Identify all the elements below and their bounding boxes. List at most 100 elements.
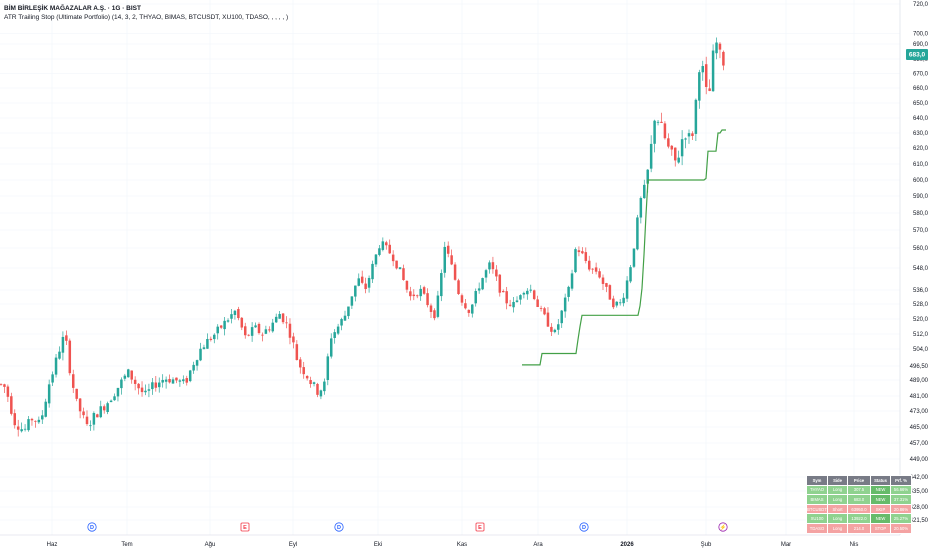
table-header-cell: Prf. % [890, 475, 912, 486]
candle-body [3, 384, 6, 387]
candle-body [209, 338, 213, 340]
candle-body [426, 293, 429, 306]
table-row: TDASO Long 214.0 STOP 20.50% [806, 522, 912, 534]
candle-body [240, 317, 244, 328]
candle-body [371, 263, 374, 280]
y-tick-label: 700,0 [913, 32, 929, 38]
svg-text:⚡: ⚡ [720, 524, 727, 531]
candle-body [553, 329, 557, 333]
event-marker-purple[interactable]: ⚡ [718, 522, 728, 532]
y-tick-label: 650,0 [913, 101, 929, 107]
y-tick-label: 690,0 [913, 42, 929, 48]
candle-body [195, 360, 199, 366]
candle-body [615, 301, 619, 306]
table-cell: Short [827, 503, 848, 515]
y-tick-label: 600,0 [913, 178, 929, 184]
table-cell: SKIP [870, 503, 891, 515]
candle-body [605, 283, 608, 287]
candle-body [51, 374, 54, 383]
symbol-title[interactable]: BİM BİRLEŞİK MAĞAZALAR A.Ş. · 1G · BIST [4, 5, 141, 12]
last-price-label: 683,0 [906, 49, 928, 60]
candle-body [127, 369, 130, 378]
candle-body [305, 375, 309, 379]
y-tick-label: 548,0 [913, 266, 929, 272]
candle-body [594, 267, 598, 272]
y-tick-label: 504,0 [913, 347, 929, 353]
y-tick-label: 435,00 [910, 489, 929, 495]
candle-body [546, 312, 550, 327]
candle-body [550, 326, 553, 332]
table-cell: XU100 [806, 513, 828, 524]
candle-body [123, 375, 127, 379]
candle-body [691, 133, 694, 136]
event-marker-blue[interactable]: D [579, 522, 589, 532]
indicator-legend[interactable]: ATR Trailing Stop (Ultimate Portfolio) (… [4, 14, 289, 21]
candle-body [591, 268, 594, 270]
candle-body [381, 241, 385, 250]
candle-body [471, 304, 474, 314]
candle-body [474, 291, 477, 304]
candle-body [216, 326, 219, 334]
table-cell: 37.31% [890, 494, 912, 505]
candle-body [157, 382, 161, 388]
candle-body [281, 313, 285, 323]
x-tick-label: Kas [457, 542, 467, 548]
candle-body [653, 120, 656, 144]
candle-body [192, 364, 195, 371]
time-axis[interactable]: Haz Tem Ağu Eyl Eki Kas Ara 2026 Şub Mar Nis [47, 542, 859, 548]
candle-body [213, 334, 216, 340]
price-axis[interactable]: 720,0 700,0 690,0 680,0 670,0 660,0 650,0 640,0… [910, 2, 929, 524]
candle-body [223, 320, 226, 330]
candle-body [175, 377, 178, 381]
event-marker-red[interactable]: E [475, 522, 485, 532]
candle-body [715, 42, 718, 54]
candle-body [340, 319, 343, 326]
candle-body [687, 133, 691, 137]
svg-text:E: E [478, 525, 482, 531]
candle-body [639, 198, 643, 218]
candle-body [670, 145, 674, 150]
atr-trailing-stop-line [522, 129, 726, 366]
candle-body [718, 43, 722, 50]
y-tick-label: 536,0 [913, 288, 929, 294]
candle-body [501, 291, 505, 293]
candle-body [532, 290, 536, 300]
candle-body [457, 280, 460, 295]
candle-body [257, 323, 261, 334]
table-cell: 20.50% [890, 522, 912, 534]
candle-body [61, 336, 65, 353]
y-tick-label: 560,0 [913, 246, 929, 252]
candle-body [178, 380, 182, 382]
candle-body [292, 336, 295, 343]
candle-body [412, 294, 416, 297]
event-markers: D E D E D ⚡ [87, 522, 728, 532]
candle-body [161, 379, 164, 383]
candle-body [316, 383, 319, 395]
event-marker-blue[interactable]: D [334, 522, 344, 532]
candle-body [570, 273, 574, 289]
candle-body [563, 297, 567, 312]
candle-body [106, 403, 109, 413]
candle-body [488, 262, 491, 270]
table-cell: NEW [870, 484, 891, 496]
candle-body [13, 413, 17, 426]
candle-body [495, 269, 498, 277]
candle-body [274, 316, 278, 323]
candle-body [519, 295, 522, 300]
candle-body [278, 313, 281, 319]
candle-body [711, 50, 715, 92]
candle-body [629, 267, 632, 282]
table-cell: BTCUSDT [806, 503, 828, 515]
portfolio-table: Sym Side Price Status Prf. % THYAO Long … [806, 475, 912, 534]
y-tick-label: 465,00 [910, 425, 929, 431]
candle-body [326, 356, 330, 380]
candle-body [467, 309, 471, 313]
event-marker-blue[interactable]: D [87, 522, 97, 532]
candle-body [704, 64, 708, 87]
candle-body [391, 254, 395, 262]
candle-body [433, 310, 436, 319]
event-marker-red[interactable]: E [240, 522, 250, 532]
svg-text:D: D [582, 525, 586, 531]
candle-body [560, 310, 563, 324]
